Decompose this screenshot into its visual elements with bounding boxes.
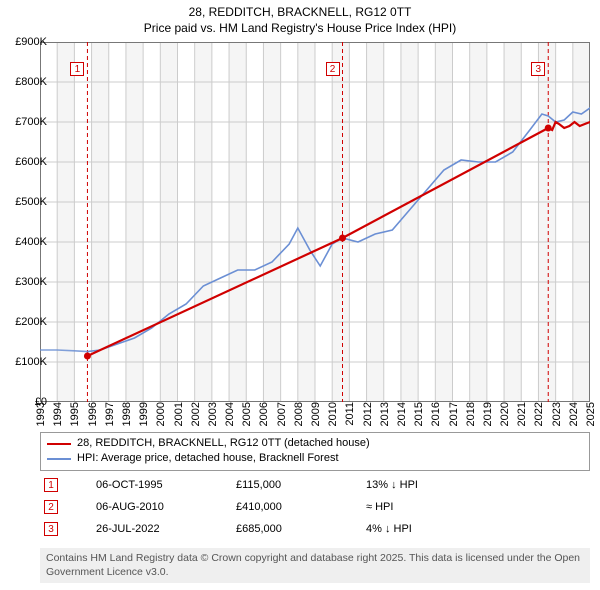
table-row: 3 26-JUL-2022£685,0004% ↓ HPI bbox=[40, 518, 590, 540]
table-price: £685,000 bbox=[236, 523, 366, 535]
x-tick-label: 2006 bbox=[258, 402, 270, 426]
chart-svg bbox=[40, 42, 590, 402]
x-tick-label: 1997 bbox=[104, 402, 116, 426]
table-hpi: ≈ HPI bbox=[366, 501, 486, 513]
x-tick-label: 2020 bbox=[499, 402, 511, 426]
table-row: 2 06-AUG-2010£410,000≈ HPI bbox=[40, 496, 590, 518]
x-tick-label: 2023 bbox=[551, 402, 563, 426]
x-tick-label: 2003 bbox=[207, 402, 219, 426]
x-tick-label: 2019 bbox=[482, 402, 494, 426]
x-tick-label: 1996 bbox=[87, 402, 99, 426]
x-tick-label: 2011 bbox=[344, 402, 356, 426]
x-tick-label: 2024 bbox=[568, 402, 580, 426]
table-price: £410,000 bbox=[236, 501, 366, 513]
table-hpi: 13% ↓ HPI bbox=[366, 479, 486, 491]
y-tick-label: £500K bbox=[15, 196, 47, 208]
x-tick-label: 2002 bbox=[190, 402, 202, 426]
x-tick-label: 2015 bbox=[413, 402, 425, 426]
y-tick-label: £400K bbox=[15, 236, 47, 248]
legend-label-price: 28, REDDITCH, BRACKNELL, RG12 0TT (detac… bbox=[77, 436, 370, 451]
chart-title: 28, REDDITCH, BRACKNELL, RG12 0TT Price … bbox=[0, 0, 600, 36]
table-price: £115,000 bbox=[236, 479, 366, 491]
table-row: 1 06-OCT-1995£115,00013% ↓ HPI bbox=[40, 474, 590, 496]
table-date: 06-AUG-2010 bbox=[96, 501, 236, 513]
x-tick-label: 2021 bbox=[516, 402, 528, 426]
y-tick-label: £200K bbox=[15, 316, 47, 328]
y-tick-label: £900K bbox=[15, 36, 47, 48]
x-tick-label: 1993 bbox=[35, 402, 47, 426]
x-tick-label: 2004 bbox=[224, 402, 236, 426]
x-tick-label: 2014 bbox=[396, 402, 408, 426]
legend-swatch-hpi bbox=[47, 458, 71, 460]
x-tick-label: 2017 bbox=[448, 402, 460, 426]
title-line-2: Price paid vs. HM Land Registry's House … bbox=[0, 20, 600, 36]
y-tick-label: £800K bbox=[15, 76, 47, 88]
sale-marker-2: 2 bbox=[326, 62, 340, 76]
table-marker: 1 bbox=[44, 478, 58, 492]
x-tick-label: 2009 bbox=[310, 402, 322, 426]
x-tick-label: 1995 bbox=[69, 402, 81, 426]
x-tick-label: 2008 bbox=[293, 402, 305, 426]
x-tick-label: 2012 bbox=[362, 402, 374, 426]
x-tick-label: 2010 bbox=[327, 402, 339, 426]
x-tick-label: 2018 bbox=[465, 402, 477, 426]
sale-marker-3: 3 bbox=[531, 62, 545, 76]
x-tick-label: 2005 bbox=[241, 402, 253, 426]
sales-table: 1 06-OCT-1995£115,00013% ↓ HPI 2 06-AUG-201… bbox=[40, 474, 590, 540]
legend-swatch-price bbox=[47, 443, 71, 445]
table-marker: 3 bbox=[44, 522, 58, 536]
x-tick-label: 2016 bbox=[430, 402, 442, 426]
legend-label-hpi: HPI: Average price, detached house, Brac… bbox=[77, 451, 339, 466]
x-tick-label: 2000 bbox=[155, 402, 167, 426]
footer-note: Contains HM Land Registry data © Crown c… bbox=[40, 548, 590, 583]
chart-area bbox=[40, 42, 590, 402]
table-date: 26-JUL-2022 bbox=[96, 523, 236, 535]
legend-item-hpi: HPI: Average price, detached house, Brac… bbox=[47, 451, 583, 466]
x-tick-label: 2022 bbox=[533, 402, 545, 426]
y-tick-label: £600K bbox=[15, 156, 47, 168]
y-tick-label: £700K bbox=[15, 116, 47, 128]
x-tick-label: 2007 bbox=[276, 402, 288, 426]
x-tick-label: 1994 bbox=[52, 402, 64, 426]
table-marker: 2 bbox=[44, 500, 58, 514]
title-line-1: 28, REDDITCH, BRACKNELL, RG12 0TT bbox=[0, 4, 600, 20]
table-hpi: 4% ↓ HPI bbox=[366, 523, 486, 535]
x-tick-label: 2001 bbox=[173, 402, 185, 426]
sale-marker-1: 1 bbox=[70, 62, 84, 76]
x-tick-label: 2025 bbox=[585, 402, 597, 426]
y-tick-label: £300K bbox=[15, 276, 47, 288]
y-tick-label: £100K bbox=[15, 356, 47, 368]
x-tick-label: 2013 bbox=[379, 402, 391, 426]
legend-item-price: 28, REDDITCH, BRACKNELL, RG12 0TT (detac… bbox=[47, 436, 583, 451]
x-tick-label: 1998 bbox=[121, 402, 133, 426]
x-tick-label: 1999 bbox=[138, 402, 150, 426]
table-date: 06-OCT-1995 bbox=[96, 479, 236, 491]
legend: 28, REDDITCH, BRACKNELL, RG12 0TT (detac… bbox=[40, 432, 590, 471]
